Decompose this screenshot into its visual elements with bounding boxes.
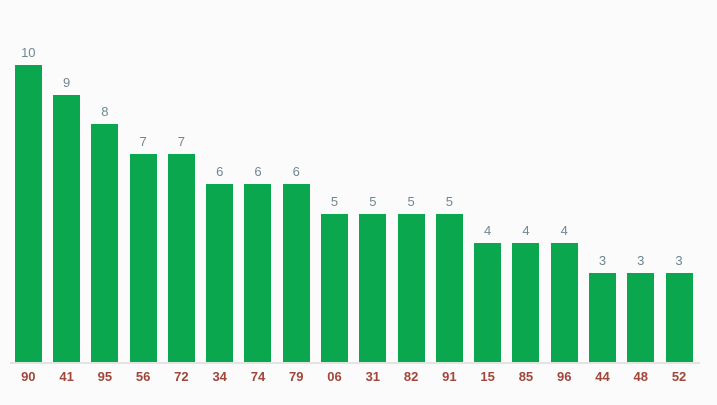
x-axis-tick-label: 96 bbox=[556, 369, 572, 384]
bar[interactable] bbox=[91, 124, 119, 362]
x-axis-tick-label: 90 bbox=[21, 369, 36, 384]
bar-value-label: 4 bbox=[560, 223, 568, 239]
bar-value-label: 10 bbox=[21, 45, 36, 60]
bar-value-label: 6 bbox=[254, 163, 262, 179]
bar-value-label: 6 bbox=[292, 163, 300, 179]
bar[interactable] bbox=[359, 213, 387, 362]
bar-value-label: 5 bbox=[445, 193, 453, 209]
bar-value-label: 6 bbox=[216, 163, 224, 179]
x-axis-tick-label: 72 bbox=[174, 369, 189, 384]
bar[interactable] bbox=[550, 243, 578, 362]
bar-value-label: 3 bbox=[675, 252, 683, 268]
bar[interactable] bbox=[206, 183, 234, 362]
x-axis-tick-label: 48 bbox=[633, 369, 648, 384]
bar-value-label: 8 bbox=[101, 104, 109, 120]
bar-value-label: 3 bbox=[598, 252, 607, 268]
bar-value-label: 5 bbox=[330, 193, 339, 209]
x-axis-tick-label: 34 bbox=[212, 369, 227, 384]
bar[interactable] bbox=[474, 243, 502, 362]
x-axis-tick-label: 95 bbox=[97, 369, 113, 384]
bar-value-label: 7 bbox=[139, 134, 147, 150]
bar-value-label: 9 bbox=[62, 74, 71, 90]
bar[interactable] bbox=[512, 243, 540, 362]
x-axis-baseline bbox=[10, 362, 700, 364]
bar[interactable] bbox=[53, 94, 81, 362]
x-axis-tick-label: 41 bbox=[59, 369, 74, 384]
bar-value-label: 4 bbox=[484, 223, 492, 239]
bar-value-label: 4 bbox=[522, 223, 530, 239]
x-axis-tick-label: 56 bbox=[135, 369, 151, 384]
x-axis-tick-label: 82 bbox=[403, 369, 419, 384]
bar[interactable] bbox=[14, 65, 42, 362]
bar-value-label: 5 bbox=[407, 193, 415, 209]
bar[interactable] bbox=[589, 272, 616, 362]
bar[interactable] bbox=[665, 272, 693, 362]
bar[interactable] bbox=[282, 183, 310, 362]
x-axis-tick-label: 52 bbox=[671, 369, 687, 384]
bar[interactable] bbox=[321, 213, 349, 362]
bar[interactable] bbox=[244, 183, 272, 362]
bar[interactable] bbox=[167, 154, 195, 362]
x-axis-tick-label: 85 bbox=[518, 369, 534, 384]
bar[interactable] bbox=[627, 272, 655, 362]
x-axis-tick-label: 74 bbox=[250, 369, 266, 384]
x-axis-tick-label: 06 bbox=[327, 369, 342, 384]
bar-value-label: 3 bbox=[637, 252, 645, 268]
bar-value-label: 7 bbox=[177, 134, 186, 150]
x-axis-tick-label: 31 bbox=[365, 369, 381, 384]
bar[interactable] bbox=[129, 154, 157, 362]
bar-value-label: 5 bbox=[369, 193, 377, 209]
x-axis-tick-label: 91 bbox=[442, 369, 457, 384]
x-axis-tick-label: 15 bbox=[480, 369, 495, 384]
bar[interactable] bbox=[435, 213, 463, 362]
x-axis-tick-label: 44 bbox=[595, 369, 610, 384]
x-axis-tick-label: 79 bbox=[289, 369, 304, 384]
bar[interactable] bbox=[397, 213, 425, 362]
